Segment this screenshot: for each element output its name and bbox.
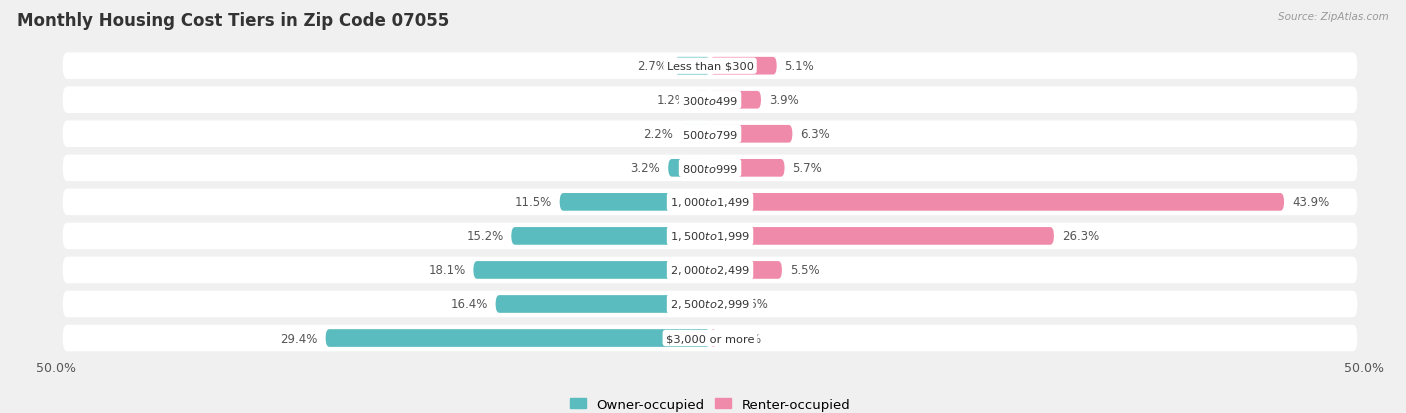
Legend: Owner-occupied, Renter-occupied: Owner-occupied, Renter-occupied bbox=[565, 392, 855, 413]
FancyBboxPatch shape bbox=[63, 121, 1357, 148]
FancyBboxPatch shape bbox=[710, 228, 1054, 245]
Text: 43.9%: 43.9% bbox=[1292, 196, 1329, 209]
Text: 3.2%: 3.2% bbox=[631, 162, 661, 175]
Text: 2.7%: 2.7% bbox=[637, 60, 666, 73]
Text: Less than $300: Less than $300 bbox=[666, 62, 754, 71]
Text: 5.7%: 5.7% bbox=[793, 162, 823, 175]
FancyBboxPatch shape bbox=[63, 223, 1357, 249]
FancyBboxPatch shape bbox=[63, 189, 1357, 216]
FancyBboxPatch shape bbox=[710, 261, 782, 279]
FancyBboxPatch shape bbox=[63, 87, 1357, 114]
FancyBboxPatch shape bbox=[710, 58, 776, 75]
Text: $1,500 to $1,999: $1,500 to $1,999 bbox=[671, 230, 749, 243]
Text: $1,000 to $1,499: $1,000 to $1,499 bbox=[671, 196, 749, 209]
Text: Monthly Housing Cost Tiers in Zip Code 07055: Monthly Housing Cost Tiers in Zip Code 0… bbox=[17, 12, 449, 30]
FancyBboxPatch shape bbox=[710, 92, 761, 109]
Text: 1.6%: 1.6% bbox=[738, 298, 769, 311]
FancyBboxPatch shape bbox=[710, 194, 1284, 211]
FancyBboxPatch shape bbox=[63, 257, 1357, 284]
FancyBboxPatch shape bbox=[63, 291, 1357, 318]
Text: 16.4%: 16.4% bbox=[450, 298, 488, 311]
Text: 5.5%: 5.5% bbox=[790, 264, 820, 277]
Text: 5.1%: 5.1% bbox=[785, 60, 814, 73]
Text: 0.51%: 0.51% bbox=[724, 332, 762, 345]
Text: 18.1%: 18.1% bbox=[429, 264, 465, 277]
Text: 11.5%: 11.5% bbox=[515, 196, 551, 209]
FancyBboxPatch shape bbox=[63, 325, 1357, 351]
Text: Source: ZipAtlas.com: Source: ZipAtlas.com bbox=[1278, 12, 1389, 22]
FancyBboxPatch shape bbox=[560, 194, 710, 211]
FancyBboxPatch shape bbox=[63, 155, 1357, 182]
FancyBboxPatch shape bbox=[512, 228, 710, 245]
FancyBboxPatch shape bbox=[668, 159, 710, 177]
FancyBboxPatch shape bbox=[710, 159, 785, 177]
FancyBboxPatch shape bbox=[682, 126, 710, 143]
FancyBboxPatch shape bbox=[695, 92, 710, 109]
FancyBboxPatch shape bbox=[710, 126, 793, 143]
FancyBboxPatch shape bbox=[710, 295, 731, 313]
Text: 15.2%: 15.2% bbox=[467, 230, 503, 243]
FancyBboxPatch shape bbox=[675, 58, 710, 75]
Text: $3,000 or more: $3,000 or more bbox=[666, 333, 754, 343]
Text: 3.9%: 3.9% bbox=[769, 94, 799, 107]
FancyBboxPatch shape bbox=[474, 261, 710, 279]
Text: $2,000 to $2,499: $2,000 to $2,499 bbox=[671, 264, 749, 277]
FancyBboxPatch shape bbox=[63, 53, 1357, 80]
Text: 6.3%: 6.3% bbox=[800, 128, 830, 141]
Text: $2,500 to $2,999: $2,500 to $2,999 bbox=[671, 298, 749, 311]
Text: 26.3%: 26.3% bbox=[1062, 230, 1099, 243]
FancyBboxPatch shape bbox=[710, 330, 717, 347]
Text: 1.2%: 1.2% bbox=[657, 94, 686, 107]
FancyBboxPatch shape bbox=[495, 295, 710, 313]
Text: $300 to $499: $300 to $499 bbox=[682, 95, 738, 107]
Text: 29.4%: 29.4% bbox=[280, 332, 318, 345]
FancyBboxPatch shape bbox=[326, 330, 710, 347]
Text: $500 to $799: $500 to $799 bbox=[682, 128, 738, 140]
Text: $800 to $999: $800 to $999 bbox=[682, 162, 738, 174]
Text: 2.2%: 2.2% bbox=[644, 128, 673, 141]
